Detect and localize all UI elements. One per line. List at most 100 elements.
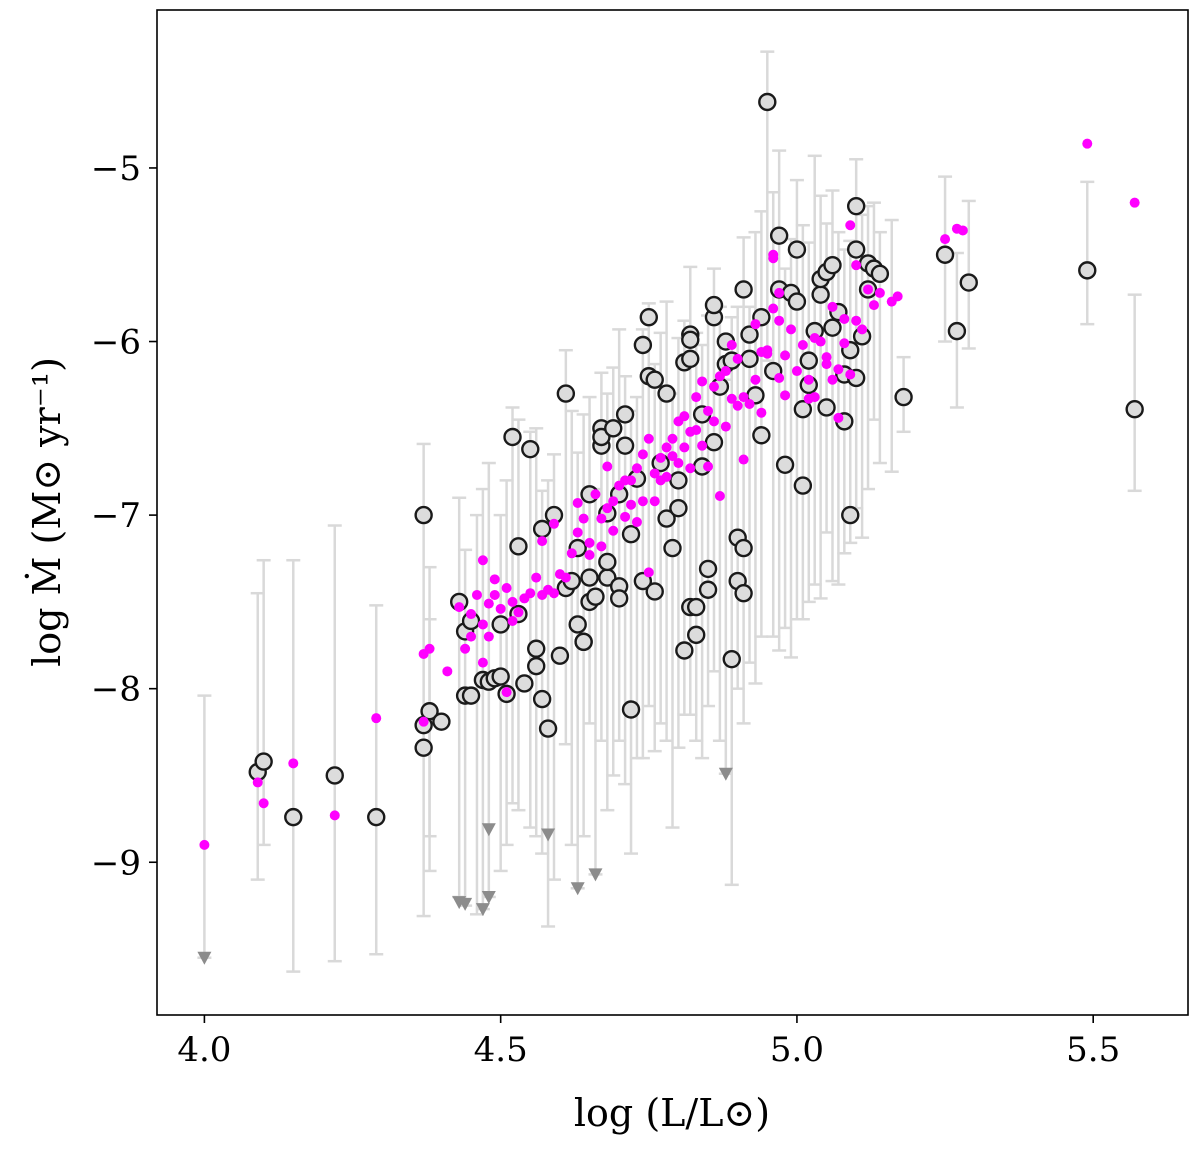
magenta-point [631,463,642,474]
error-bar [1080,180,1095,326]
magenta-point [596,541,607,552]
x-axis-ticks: 4.0 4.5 5.0 5.5 [177,1015,1120,1070]
open-circle-point [615,405,635,424]
magenta-point [762,345,773,356]
open-circle-point [811,285,830,304]
magenta-point [471,589,482,600]
magenta-point [697,440,708,451]
open-circle-point [491,615,510,634]
magenta-point [821,352,832,363]
open-circle-point [787,240,807,259]
error-bar [256,558,271,847]
magenta-point [483,631,494,642]
error-bar [469,513,484,916]
open-circle-point [254,752,273,771]
y-axis-label: log Ṁ (M⊙ yr⁻¹) [25,357,69,667]
open-circle-point [752,426,771,445]
open-circle-point [532,689,552,709]
magenta-point [637,449,648,460]
magenta-point [466,609,477,620]
error-bar [647,362,662,753]
upper-limit-marker [475,903,490,917]
magenta-point [584,550,595,561]
error-bar [612,328,627,743]
upper-limit-marker [197,951,212,965]
magenta-point [495,603,506,614]
magenta-point [501,687,512,698]
open-circle-point [521,439,540,459]
open-circle-point [414,738,433,757]
magenta-point [631,517,642,528]
magenta-point [768,249,779,260]
magenta-point [566,548,577,559]
magenta-point [768,303,779,314]
y-tick-label: −5 [91,149,141,189]
magenta-point [507,615,518,626]
open-circle-point [698,559,718,579]
open-circle-point [604,419,623,438]
marker-layer [197,92,1144,965]
magenta-point [797,340,808,350]
magenta-point [501,583,512,594]
error-bar [736,236,751,725]
magenta-point [643,433,654,444]
open-circle-point [740,349,759,369]
magenta-point [513,607,524,618]
open-circle-point [681,349,700,369]
open-circle-point [959,273,978,292]
y-tick-label: −6 [91,323,141,363]
x-axis-label: log (L/L⊙) [574,1091,770,1135]
magenta-point [774,287,785,298]
magenta-point [738,392,749,403]
y-axis-ticks: −5 −6 −7 −8 −9 [91,149,157,883]
magenta-point [774,315,785,326]
open-circle-point [704,295,724,315]
error-bar [778,267,793,630]
magenta-point [708,416,719,427]
error-bar [748,230,763,685]
magenta-point [199,839,210,850]
open-circle-point [645,582,664,601]
magenta-point [537,536,548,547]
open-circle-point [1078,261,1097,280]
open-circle-point [704,433,724,452]
magenta-point [667,433,678,444]
x-tick-label: 5.0 [770,1030,824,1070]
open-circle-point [846,196,866,216]
magenta-point [667,451,678,462]
open-circle-point [527,639,546,658]
magenta-point [940,234,951,245]
magenta-point [673,458,684,469]
magenta-point [466,631,477,642]
magenta-point [288,758,299,769]
magenta-point [637,496,648,507]
magenta-point [596,513,607,524]
open-circle-point [325,766,344,785]
error-bar [884,218,899,473]
magenta-point [649,496,660,507]
magenta-point [851,315,862,326]
open-circle-point [580,568,599,587]
open-circle-point [758,92,777,112]
magenta-point [827,374,838,385]
magenta-point [679,411,690,422]
magenta-point [507,596,518,607]
open-circle-point [568,615,587,634]
magenta-dot-series [199,138,1140,850]
error-bar [1127,293,1142,493]
open-circle-point [598,552,617,572]
open-circle-point [663,538,682,558]
upper-limit-marker [588,868,603,882]
x-tick-label: 4.5 [474,1030,528,1070]
open-circle-point [793,476,813,495]
magenta-point [845,220,856,231]
magenta-point [803,374,814,385]
open-circle-point [414,505,433,525]
open-circle-point [846,240,866,259]
open-circle-point [432,712,451,731]
magenta-point [691,425,702,436]
magenta-point [809,392,820,403]
open-circle-point [734,584,753,603]
magenta-point [750,374,761,385]
magenta-point [477,555,488,566]
